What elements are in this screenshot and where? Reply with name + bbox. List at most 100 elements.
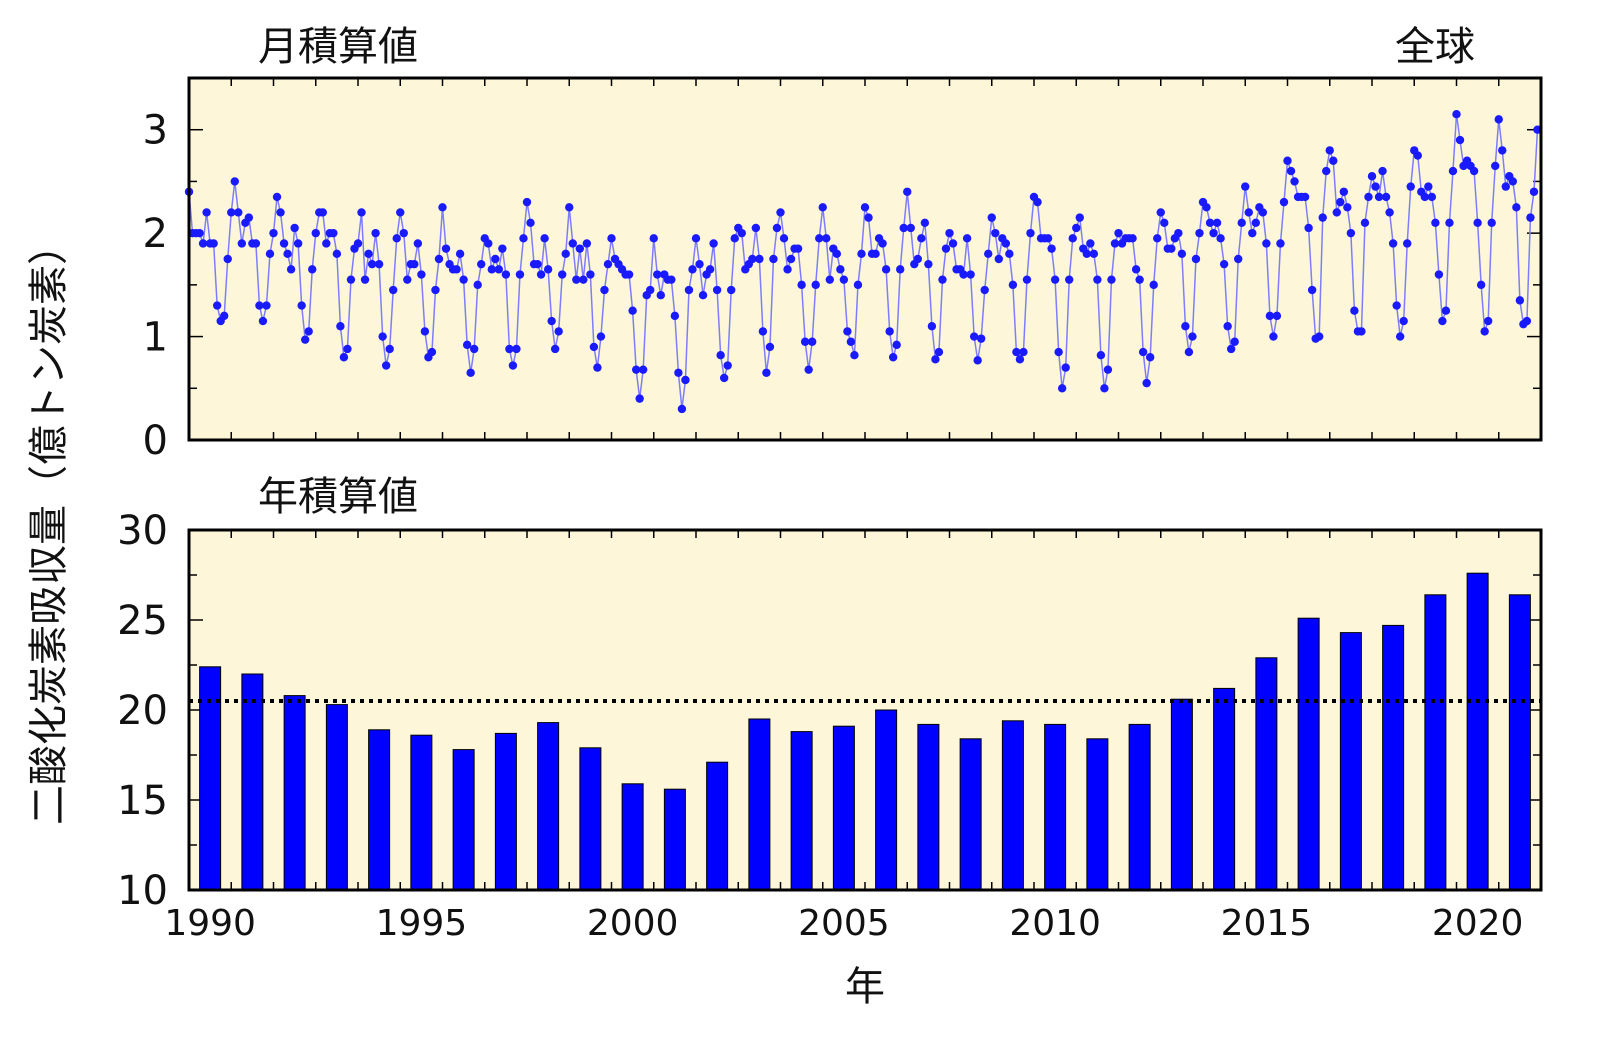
monthly-data-point xyxy=(343,344,352,354)
monthly-data-point xyxy=(719,373,729,383)
monthly-data-point xyxy=(346,275,356,284)
monthly-data-point xyxy=(1093,275,1102,284)
monthly-data-point xyxy=(427,347,437,357)
monthly-data-point xyxy=(572,275,581,284)
monthly-data-point xyxy=(1262,239,1271,248)
monthly-data-point xyxy=(519,234,528,243)
monthly-data-point xyxy=(234,208,243,217)
monthly-data-point xyxy=(800,337,810,346)
annual-bar xyxy=(1508,594,1531,891)
monthly-data-point xyxy=(258,316,268,326)
monthly-data-point xyxy=(825,275,834,284)
y-tick-label: 30 xyxy=(117,508,168,554)
monthly-data-point xyxy=(892,340,901,350)
monthly-data-point xyxy=(329,228,338,238)
monthly-data-point xyxy=(237,239,247,248)
monthly-data-point xyxy=(1149,280,1158,290)
monthly-data-point xyxy=(779,234,789,243)
monthly-data-point xyxy=(1491,161,1500,171)
monthly-data-point xyxy=(547,316,556,326)
x-tick-label: 1990 xyxy=(164,903,256,944)
monthly-data-point xyxy=(1487,218,1496,227)
annual-bar xyxy=(537,722,560,891)
monthly-data-point xyxy=(413,239,423,248)
monthly-data-point xyxy=(758,327,768,336)
monthly-data-point xyxy=(1406,182,1415,191)
monthly-data-point xyxy=(776,208,785,217)
monthly-data-point xyxy=(818,203,827,212)
annual-bar xyxy=(663,788,686,891)
monthly-data-point xyxy=(579,275,588,284)
x-tick-label: 2000 xyxy=(587,903,679,944)
monthly-data-point xyxy=(962,234,972,243)
annual-title: 年積算値 xyxy=(258,474,418,520)
monthly-data-point xyxy=(1272,311,1282,321)
annual-bar xyxy=(1339,632,1362,891)
monthly-data-point xyxy=(568,239,577,248)
annual-panel: 10 15 20 25 30 1990 1995 2000 2005 2010 2015 2020 xyxy=(117,508,1543,944)
annual-bar xyxy=(832,725,855,891)
monthly-data-point xyxy=(1100,384,1109,393)
monthly-data-point xyxy=(452,265,461,274)
monthly-data-point xyxy=(815,234,824,243)
monthly-data-point xyxy=(917,234,926,243)
monthly-data-point xyxy=(1082,249,1092,259)
monthly-data-point xyxy=(1476,280,1486,290)
monthly-data-point xyxy=(938,275,947,284)
monthly-data-point xyxy=(473,280,482,290)
monthly-data-point xyxy=(1202,203,1211,212)
x-tick-label: 2010 xyxy=(1009,903,1101,944)
monthly-data-point xyxy=(899,223,908,233)
annual-bar xyxy=(959,738,982,891)
monthly-data-point xyxy=(888,353,898,362)
annual-bar xyxy=(875,709,898,891)
monthly-data-point xyxy=(353,239,363,248)
annual-bar xyxy=(917,723,940,891)
monthly-data-point xyxy=(1283,156,1292,165)
monthly-data-point xyxy=(1174,228,1183,238)
monthly-data-point xyxy=(797,280,806,290)
annual-bar xyxy=(621,783,644,891)
monthly-data-point xyxy=(885,327,894,336)
monthly-data-point xyxy=(374,259,384,269)
monthly-data-point xyxy=(783,265,792,274)
monthly-data-point xyxy=(878,239,887,248)
monthly-data-point xyxy=(688,265,697,274)
monthly-data-point xyxy=(1307,285,1317,295)
monthly-data-point xyxy=(1086,239,1095,248)
monthly-panel: 0 1 2 3 xyxy=(143,76,1543,464)
monthly-data-point xyxy=(1395,332,1405,341)
monthly-data-point xyxy=(1072,223,1081,233)
monthly-data-point xyxy=(491,254,500,264)
monthly-data-point xyxy=(1346,228,1356,238)
monthly-data-point xyxy=(1258,208,1268,217)
monthly-data-point xyxy=(920,218,930,227)
monthly-data-point xyxy=(1110,239,1120,248)
y-tick-label: 0 xyxy=(143,418,168,464)
monthly-data-point xyxy=(1043,234,1053,243)
monthly-data-point xyxy=(1455,135,1465,145)
monthly-data-point xyxy=(945,228,954,238)
monthly-data-point xyxy=(723,361,732,370)
monthly-data-point xyxy=(227,208,236,217)
monthly-data-point xyxy=(1385,208,1394,217)
monthly-data-point xyxy=(420,327,430,336)
monthly-data-point xyxy=(195,228,204,238)
monthly-data-point xyxy=(1452,110,1461,119)
annual-bar xyxy=(579,747,602,891)
monthly-data-point xyxy=(786,254,796,264)
monthly-data-point xyxy=(1343,203,1352,212)
monthly-data-point xyxy=(1469,166,1479,176)
monthly-data-point xyxy=(1033,197,1042,207)
monthly-data-point xyxy=(286,265,296,274)
monthly-data-point xyxy=(994,254,1003,264)
annual-bar xyxy=(283,695,306,891)
monthly-data-point xyxy=(1068,234,1077,243)
monthly-data-point xyxy=(684,285,694,295)
monthly-data-point xyxy=(712,285,722,295)
monthly-data-point xyxy=(244,213,254,222)
monthly-data-point xyxy=(976,334,986,343)
x-axis-label: 年 xyxy=(845,964,885,1010)
monthly-data-point xyxy=(1234,254,1243,264)
